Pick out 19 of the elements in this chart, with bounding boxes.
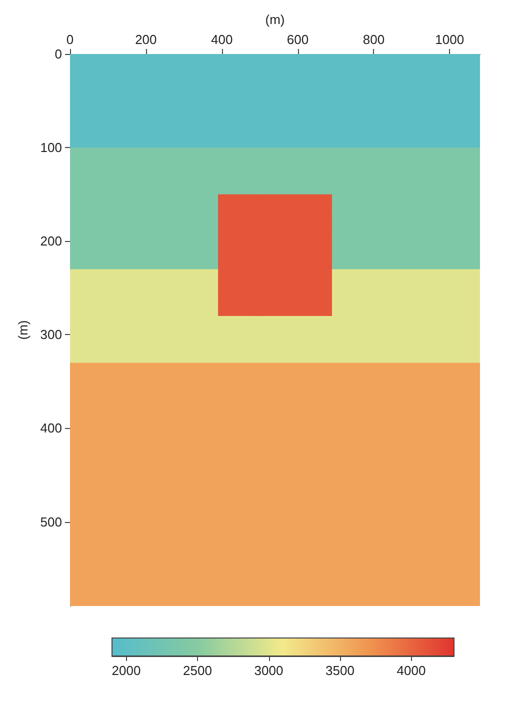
y-tick-label: 100 xyxy=(40,140,62,156)
color-bar-label: 3500 xyxy=(326,663,354,678)
y-axis-title: (m) xyxy=(15,320,30,340)
y-tick-label: 500 xyxy=(40,514,62,530)
color-bar-label: 4000 xyxy=(396,663,426,678)
x-tick-label: 600 xyxy=(286,32,309,47)
x-tick-label: 800 xyxy=(362,32,385,47)
y-tick-label: 0 xyxy=(54,46,62,62)
x-tick-label: 1000 xyxy=(435,32,464,47)
color-bar-label: 2500 xyxy=(183,663,212,678)
y-tick-label: 200 xyxy=(40,234,62,249)
y-tick-label: 300 xyxy=(40,327,62,342)
x-tick-label: 400 xyxy=(211,32,233,47)
color-bar-label: 2000 xyxy=(112,663,141,678)
x-tick-label: 0 xyxy=(66,32,74,47)
x-axis-title: (m) xyxy=(265,12,285,27)
color-bar-label: 3000 xyxy=(254,663,284,678)
y-tick-label: 400 xyxy=(40,420,62,436)
x-tick-label: 200 xyxy=(135,32,157,47)
